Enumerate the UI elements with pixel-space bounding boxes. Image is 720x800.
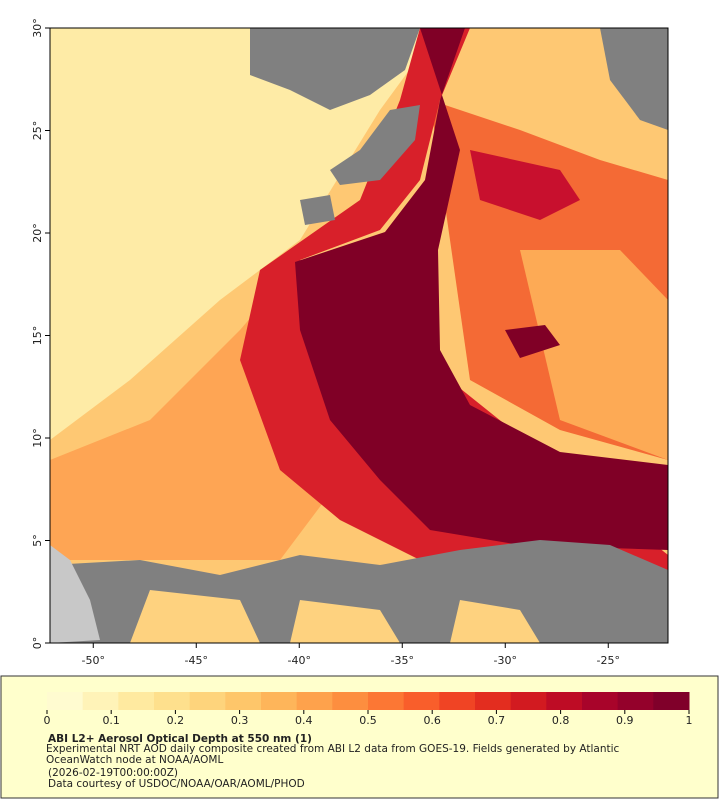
colorbar-tick-label: 1 [686,714,693,727]
lon-tick-label: -40° [288,654,311,667]
colorbar-swatch [582,692,619,710]
colorbar-swatch [296,692,333,710]
lat-tick-label: 30° [31,18,44,38]
lat-tick-label: 0° [31,637,44,650]
colorbar-swatch [368,692,405,710]
colorbar-swatch [47,692,84,710]
colorbar-tick-label: 0 [44,714,51,727]
caption-credit: Data courtesy of USDOC/NOAA/OAR/AOML/PHO… [48,778,305,790]
lon-tick-label: -25° [597,654,620,667]
lon-tick-label: -50° [82,654,105,667]
colorbar-swatch [225,692,262,710]
colorbar-swatch [189,692,226,710]
lat-tick-label: 15° [31,326,44,346]
lat-tick-label: 25° [31,121,44,141]
colorbar-swatch [154,692,191,710]
lat-tick-label: 10° [31,428,44,448]
caption-title: ABI L2+ Aerosol Optical Depth at 550 nm … [48,733,312,745]
colorbar-swatch [403,692,440,710]
lon-tick-label: -30° [494,654,517,667]
colorbar-swatch [510,692,547,710]
colorbar-swatch [617,692,654,710]
colorbar-tick-label: 0.7 [488,714,506,727]
colorbar-swatch [475,692,512,710]
colorbar-tick-label: 0.5 [359,714,377,727]
colorbar-swatch [332,692,369,710]
caption-description-box: Experimental NRT AOD daily composite cre… [46,744,620,766]
caption-description: Experimental NRT AOD daily composite cre… [46,744,620,766]
colorbar-swatch [82,692,119,710]
colorbar-tick-label: 0.1 [102,714,120,727]
colorbar-tick-label: 0.9 [616,714,634,727]
lon-tick-label: -35° [391,654,414,667]
colorbar-tick-label: 0.6 [423,714,441,727]
colorbar-tick-label: 0.2 [167,714,185,727]
lat-tick-label: 20° [31,223,44,243]
map-image [50,28,668,643]
lat-tick-label: 5° [31,534,44,547]
colorbar-tick-label: 0.3 [231,714,249,727]
colorbar-swatch [546,692,583,710]
caption-timestamp: (2026-02-19T00:00:00Z) [48,767,178,779]
colorbar-tick-label: 0.4 [295,714,313,727]
colorbar-tick-label: 0.8 [552,714,570,727]
colorbar-swatch [653,692,690,710]
colorbar-swatch [439,692,476,710]
colorbar-swatch [118,692,155,710]
lon-tick-label: -45° [185,654,208,667]
colorbar-swatch [261,692,298,710]
